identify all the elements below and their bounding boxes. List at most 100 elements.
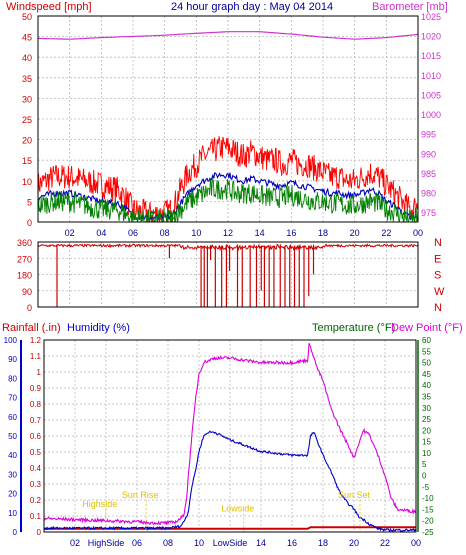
temperature-tick-label: 40 bbox=[422, 381, 431, 390]
humidity-tick-label: 0 bbox=[13, 528, 18, 537]
compass-label: S bbox=[434, 270, 441, 282]
wind-x-tick-label: 10 bbox=[191, 228, 201, 238]
rainfall-tick-label: 0 bbox=[37, 528, 42, 537]
temperature-tick-label: 20 bbox=[422, 426, 431, 435]
rainfall-tick-label: 0.8 bbox=[30, 400, 42, 409]
barometer-label: Barometer [mb] bbox=[372, 1, 448, 13]
rain-series: Highside Sun Rise Lowside Sun Set bbox=[43, 343, 417, 533]
temperature-tick-label: 55 bbox=[422, 347, 431, 356]
wind-series-line bbox=[37, 177, 419, 223]
direction-tick-label: 0 bbox=[27, 303, 32, 313]
humidity-series-line bbox=[43, 430, 417, 533]
humidity-tick-label: 90 bbox=[8, 355, 17, 364]
compass-label: W bbox=[434, 286, 445, 298]
humidity-tick-label: 50 bbox=[8, 432, 17, 441]
barometer-tick-label: 985 bbox=[421, 169, 436, 179]
rain-x-tick-label: 08 bbox=[163, 538, 173, 548]
humidity-tick-label: 40 bbox=[8, 451, 17, 460]
barometer-tick-label: 1005 bbox=[421, 90, 441, 100]
humidity-tick-label: 10 bbox=[8, 509, 17, 518]
rain-x-tick-label: LowSide bbox=[213, 538, 248, 548]
wind-x-tick-label: 16 bbox=[286, 228, 296, 238]
temperature-label: Temperature (°F) bbox=[312, 322, 395, 334]
humidity-tick-label: 20 bbox=[8, 490, 17, 499]
rain-x-tick-label: 22 bbox=[380, 538, 390, 548]
rain-x-tick-label: 18 bbox=[318, 538, 328, 548]
rainfall-tick-label: 0.7 bbox=[30, 416, 42, 425]
wind-plot-frame bbox=[37, 15, 419, 223]
rain-axes: 0 0.1 0.2 0.3 0.4 0.5 0.6 0.7 0.8 0.9 1 1.1 1.2 0 10 20… bbox=[4, 336, 434, 548]
barometer-tick-label: 980 bbox=[421, 189, 436, 199]
wind-x-tick-label: 08 bbox=[160, 228, 170, 238]
barometer-tick-label: 1000 bbox=[421, 110, 441, 120]
windspeed-tick-label: 15 bbox=[22, 156, 32, 166]
gust-series-line bbox=[37, 136, 419, 223]
annotation-label: Sun Rise bbox=[122, 490, 159, 500]
rain-x-tick-label: 06 bbox=[132, 538, 142, 548]
wind-grid bbox=[38, 15, 419, 223]
compass-label: N bbox=[434, 302, 442, 314]
rainfall-tick-label: 1.1 bbox=[30, 352, 42, 361]
windspeed-tick-label: 45 bbox=[22, 33, 32, 43]
rainfall-tick-label: 0.1 bbox=[30, 512, 42, 521]
rainfall-tick-label: 0.2 bbox=[30, 496, 42, 505]
temperature-tick-label: -10 bbox=[422, 494, 434, 503]
barometer-tick-label: 975 bbox=[421, 208, 436, 218]
windspeed-label: Windspeed [mph] bbox=[6, 1, 92, 13]
dewpoint-label: Dew Point (°F) bbox=[391, 322, 463, 334]
windspeed-tick-label: 50 bbox=[22, 12, 32, 22]
barometer-tick-label: 1010 bbox=[421, 71, 441, 81]
baro-series-line bbox=[37, 31, 419, 40]
wind-x-tick-label: 02 bbox=[65, 228, 75, 238]
windspeed-tick-label: 0 bbox=[27, 218, 32, 228]
rainfall-tick-label: 0.3 bbox=[30, 480, 42, 489]
rainfall-tick-label: 0.5 bbox=[30, 448, 42, 457]
direction-plot-frame bbox=[37, 241, 419, 308]
rain-x-tick-label: 14 bbox=[256, 538, 266, 548]
windspeed-tick-label: 40 bbox=[22, 53, 32, 63]
annotation-label: Highside bbox=[82, 499, 117, 509]
temperature-tick-label: 30 bbox=[422, 404, 431, 413]
rainfall-tick-label: 1 bbox=[37, 368, 42, 377]
temperature-tick-label: -25 bbox=[422, 528, 434, 537]
windspeed-tick-label: 25 bbox=[22, 115, 32, 125]
barometer-tick-label: 1020 bbox=[421, 32, 441, 42]
temperature-tick-label: -15 bbox=[422, 505, 434, 514]
wind-series bbox=[37, 31, 419, 223]
rain-x-tick-label: 00 bbox=[411, 538, 421, 548]
temperature-tick-label: -5 bbox=[422, 483, 430, 492]
rain-x-tick-label: 20 bbox=[349, 538, 359, 548]
rain-x-tick-label: HighSide bbox=[88, 538, 125, 548]
temperature-tick-label: 5 bbox=[422, 460, 427, 469]
direction-tick-label: 180 bbox=[17, 271, 32, 281]
humidity-tick-label: 70 bbox=[8, 394, 17, 403]
compass-label: E bbox=[434, 253, 441, 265]
chart-title: 24 hour graph day : May 04 2014 bbox=[171, 1, 333, 13]
humidity-label: Humidity (%) bbox=[67, 322, 130, 334]
rain-x-tick-label: 10 bbox=[194, 538, 204, 548]
humidity-tick-label: 30 bbox=[8, 470, 17, 479]
wind-x-tick-label: 06 bbox=[128, 228, 138, 238]
barometer-tick-label: 995 bbox=[421, 130, 436, 140]
wind-x-tick-label: 20 bbox=[350, 228, 360, 238]
wind-x-tick-label: 00 bbox=[413, 228, 423, 238]
compass-label: N bbox=[434, 237, 442, 249]
rainfall-tick-label: 0.4 bbox=[30, 464, 42, 473]
direction-series-line bbox=[37, 243, 419, 252]
wind-x-tick-label: 04 bbox=[96, 228, 106, 238]
temperature-tick-label: 0 bbox=[422, 472, 427, 481]
rain-x-tick-label: 02 bbox=[70, 538, 80, 548]
rainfall-tick-label: 0.6 bbox=[30, 432, 42, 441]
windspeed-tick-label: 10 bbox=[22, 177, 32, 187]
wind-x-tick-label: 22 bbox=[381, 228, 391, 238]
temperature-tick-label: 25 bbox=[422, 415, 431, 424]
annotation-label: Lowside bbox=[221, 504, 254, 514]
windspeed-tick-label: 30 bbox=[22, 94, 32, 104]
temperature-tick-label: 45 bbox=[422, 370, 431, 379]
barometer-tick-label: 1025 bbox=[421, 12, 441, 22]
wind-x-tick-label: 14 bbox=[255, 228, 265, 238]
rainfall-tick-label: 1.2 bbox=[30, 336, 42, 345]
direction-tick-label: 270 bbox=[17, 254, 32, 264]
barometer-tick-label: 990 bbox=[421, 149, 436, 159]
